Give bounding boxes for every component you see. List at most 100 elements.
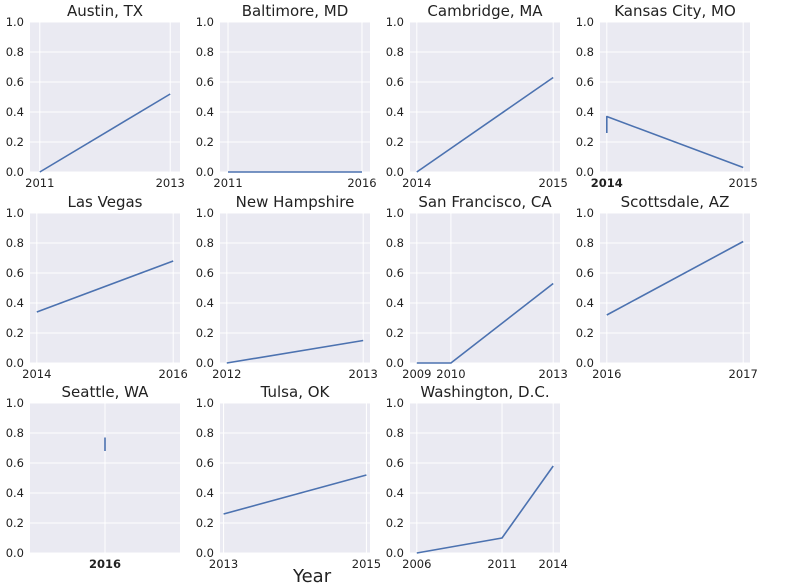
y-tick-label: 0.8 xyxy=(576,236,594,250)
subplot: 0.0 0.2 0.4 0.6 0.8 1.0 2016 Seattle, WA xyxy=(6,383,180,571)
plot-area xyxy=(220,403,370,553)
x-tick-label: 2010 xyxy=(436,367,465,381)
y-tick-label: 0.6 xyxy=(386,266,404,280)
y-tick-label: 0.4 xyxy=(576,296,594,310)
subplot-title: Kansas City, MO xyxy=(614,2,736,20)
subplot-title: Seattle, WA xyxy=(62,383,150,401)
y-tick-label: 0.8 xyxy=(6,426,24,440)
subplot: 0.0 0.2 0.4 0.6 0.8 1.0 2014 2015 Kansas City, M… xyxy=(576,2,758,190)
x-tick-label: 2017 xyxy=(729,367,758,381)
y-tick-label: 1.0 xyxy=(6,206,24,220)
x-tick-label: 2011 xyxy=(25,176,54,190)
y-tick-label: 0.0 xyxy=(6,356,24,370)
y-tick-label: 0.4 xyxy=(196,296,214,310)
subplot: 0.0 0.2 0.4 0.6 0.8 1.0 2006 2011 2014 Washington… xyxy=(386,383,568,571)
y-tick-label: 0.6 xyxy=(6,456,24,470)
subplot-title: Scottsdale, AZ xyxy=(621,193,730,211)
y-tick-label: 0.0 xyxy=(386,165,404,179)
y-tick-label: 0.0 xyxy=(576,165,594,179)
x-tick-label: 2012 xyxy=(212,367,241,381)
plot-area xyxy=(410,22,560,172)
y-tick-label: 0.8 xyxy=(6,45,24,59)
subplot: 0.0 0.2 0.4 0.6 0.8 1.0 2014 2015 Cambridge, MA xyxy=(386,2,568,190)
y-tick-label: 0.4 xyxy=(386,296,404,310)
x-tick-label: 2013 xyxy=(209,557,238,571)
subplot-title: Cambridge, MA xyxy=(427,2,543,20)
y-tick-label: 0.0 xyxy=(386,546,404,560)
y-tick-label: 0.6 xyxy=(196,75,214,89)
y-tick-label: 1.0 xyxy=(196,15,214,29)
subplot-title: Austin, TX xyxy=(67,2,143,20)
y-tick-label: 0.0 xyxy=(576,356,594,370)
x-tick-label: 2015 xyxy=(352,557,381,571)
y-tick-label: 0.0 xyxy=(6,546,24,560)
x-tick-label: 2009 xyxy=(402,367,431,381)
series-line xyxy=(416,465,554,554)
y-tick-label: 0.6 xyxy=(196,266,214,280)
y-tick-label: 0.2 xyxy=(386,135,404,149)
subplot-title: Washington, D.C. xyxy=(420,383,549,401)
x-tick-label: 2013 xyxy=(349,367,378,381)
subplot: 0.0 0.2 0.4 0.6 0.8 1.0 2012 2013 New Hampshire xyxy=(196,193,378,381)
y-tick-label: 0.8 xyxy=(386,426,404,440)
subplot: 0.0 0.2 0.4 0.6 0.8 1.0 2011 2016 Baltimore, MD xyxy=(196,2,377,190)
x-tick-label: 2014 xyxy=(591,176,623,190)
subplot: 0.0 0.2 0.4 0.6 0.8 1.0 2014 2016 Las Vegas xyxy=(6,193,188,381)
subplot-title: Baltimore, MD xyxy=(242,2,349,20)
y-tick-label: 0.0 xyxy=(6,165,24,179)
y-tick-label: 0.0 xyxy=(196,165,214,179)
y-tick-label: 1.0 xyxy=(196,206,214,220)
y-tick-label: 1.0 xyxy=(576,206,594,220)
plot-area xyxy=(30,22,180,172)
y-tick-label: 0.2 xyxy=(196,516,214,530)
subplot: 0.0 0.2 0.4 0.6 0.8 1.0 2011 2013 Austin, TX xyxy=(6,2,185,190)
plot-area xyxy=(410,213,560,363)
y-tick-label: 0.4 xyxy=(6,296,24,310)
plot-area xyxy=(220,213,370,363)
y-tick-label: 1.0 xyxy=(386,396,404,410)
y-tick-label: 0.8 xyxy=(6,236,24,250)
plot-area xyxy=(600,22,750,172)
x-tick-label: 2013 xyxy=(539,367,568,381)
y-tick-label: 0.6 xyxy=(6,75,24,89)
x-tick-label: 2015 xyxy=(729,176,758,190)
x-tick-label: 2016 xyxy=(159,367,188,381)
plot-area xyxy=(220,22,370,172)
y-tick-label: 0.6 xyxy=(386,75,404,89)
y-tick-label: 0.2 xyxy=(576,326,594,340)
plot-area xyxy=(30,213,180,363)
x-tick-label: 2014 xyxy=(22,367,51,381)
y-tick-label: 0.4 xyxy=(6,486,24,500)
series-line xyxy=(416,76,554,173)
x-tick-label: 2013 xyxy=(156,176,185,190)
y-tick-label: 1.0 xyxy=(576,15,594,29)
y-tick-label: 0.2 xyxy=(576,135,594,149)
y-tick-label: 1.0 xyxy=(386,206,404,220)
plot-area xyxy=(410,403,560,553)
x-tick-label: 2014 xyxy=(539,557,568,571)
subplot: 0.0 0.2 0.4 0.6 0.8 1.0 2009 2010 2013 San Franci… xyxy=(386,193,568,381)
y-tick-label: 0.8 xyxy=(196,426,214,440)
y-tick-label: 1.0 xyxy=(386,15,404,29)
x-tick-label: 2014 xyxy=(402,176,431,190)
y-tick-label: 0.8 xyxy=(576,45,594,59)
y-tick-label: 0.4 xyxy=(386,486,404,500)
subplot: 0.0 0.2 0.4 0.6 0.8 1.0 2016 2017 Scottsdale, AZ xyxy=(576,193,758,381)
y-tick-label: 1.0 xyxy=(196,396,214,410)
y-tick-label: 0.0 xyxy=(386,356,404,370)
x-tick-label: 2016 xyxy=(347,176,376,190)
y-tick-label: 0.4 xyxy=(6,105,24,119)
y-tick-label: 0.2 xyxy=(386,326,404,340)
y-tick-label: 0.6 xyxy=(6,266,24,280)
x-tick-label: 2015 xyxy=(539,176,568,190)
y-tick-label: 0.2 xyxy=(196,326,214,340)
series-line xyxy=(606,240,744,316)
series-line xyxy=(226,339,364,364)
y-tick-label: 0.2 xyxy=(6,516,24,530)
y-tick-label: 0.2 xyxy=(386,516,404,530)
y-tick-label: 0.4 xyxy=(386,105,404,119)
y-tick-label: 1.0 xyxy=(6,15,24,29)
series-line xyxy=(416,282,554,364)
y-tick-label: 1.0 xyxy=(6,396,24,410)
